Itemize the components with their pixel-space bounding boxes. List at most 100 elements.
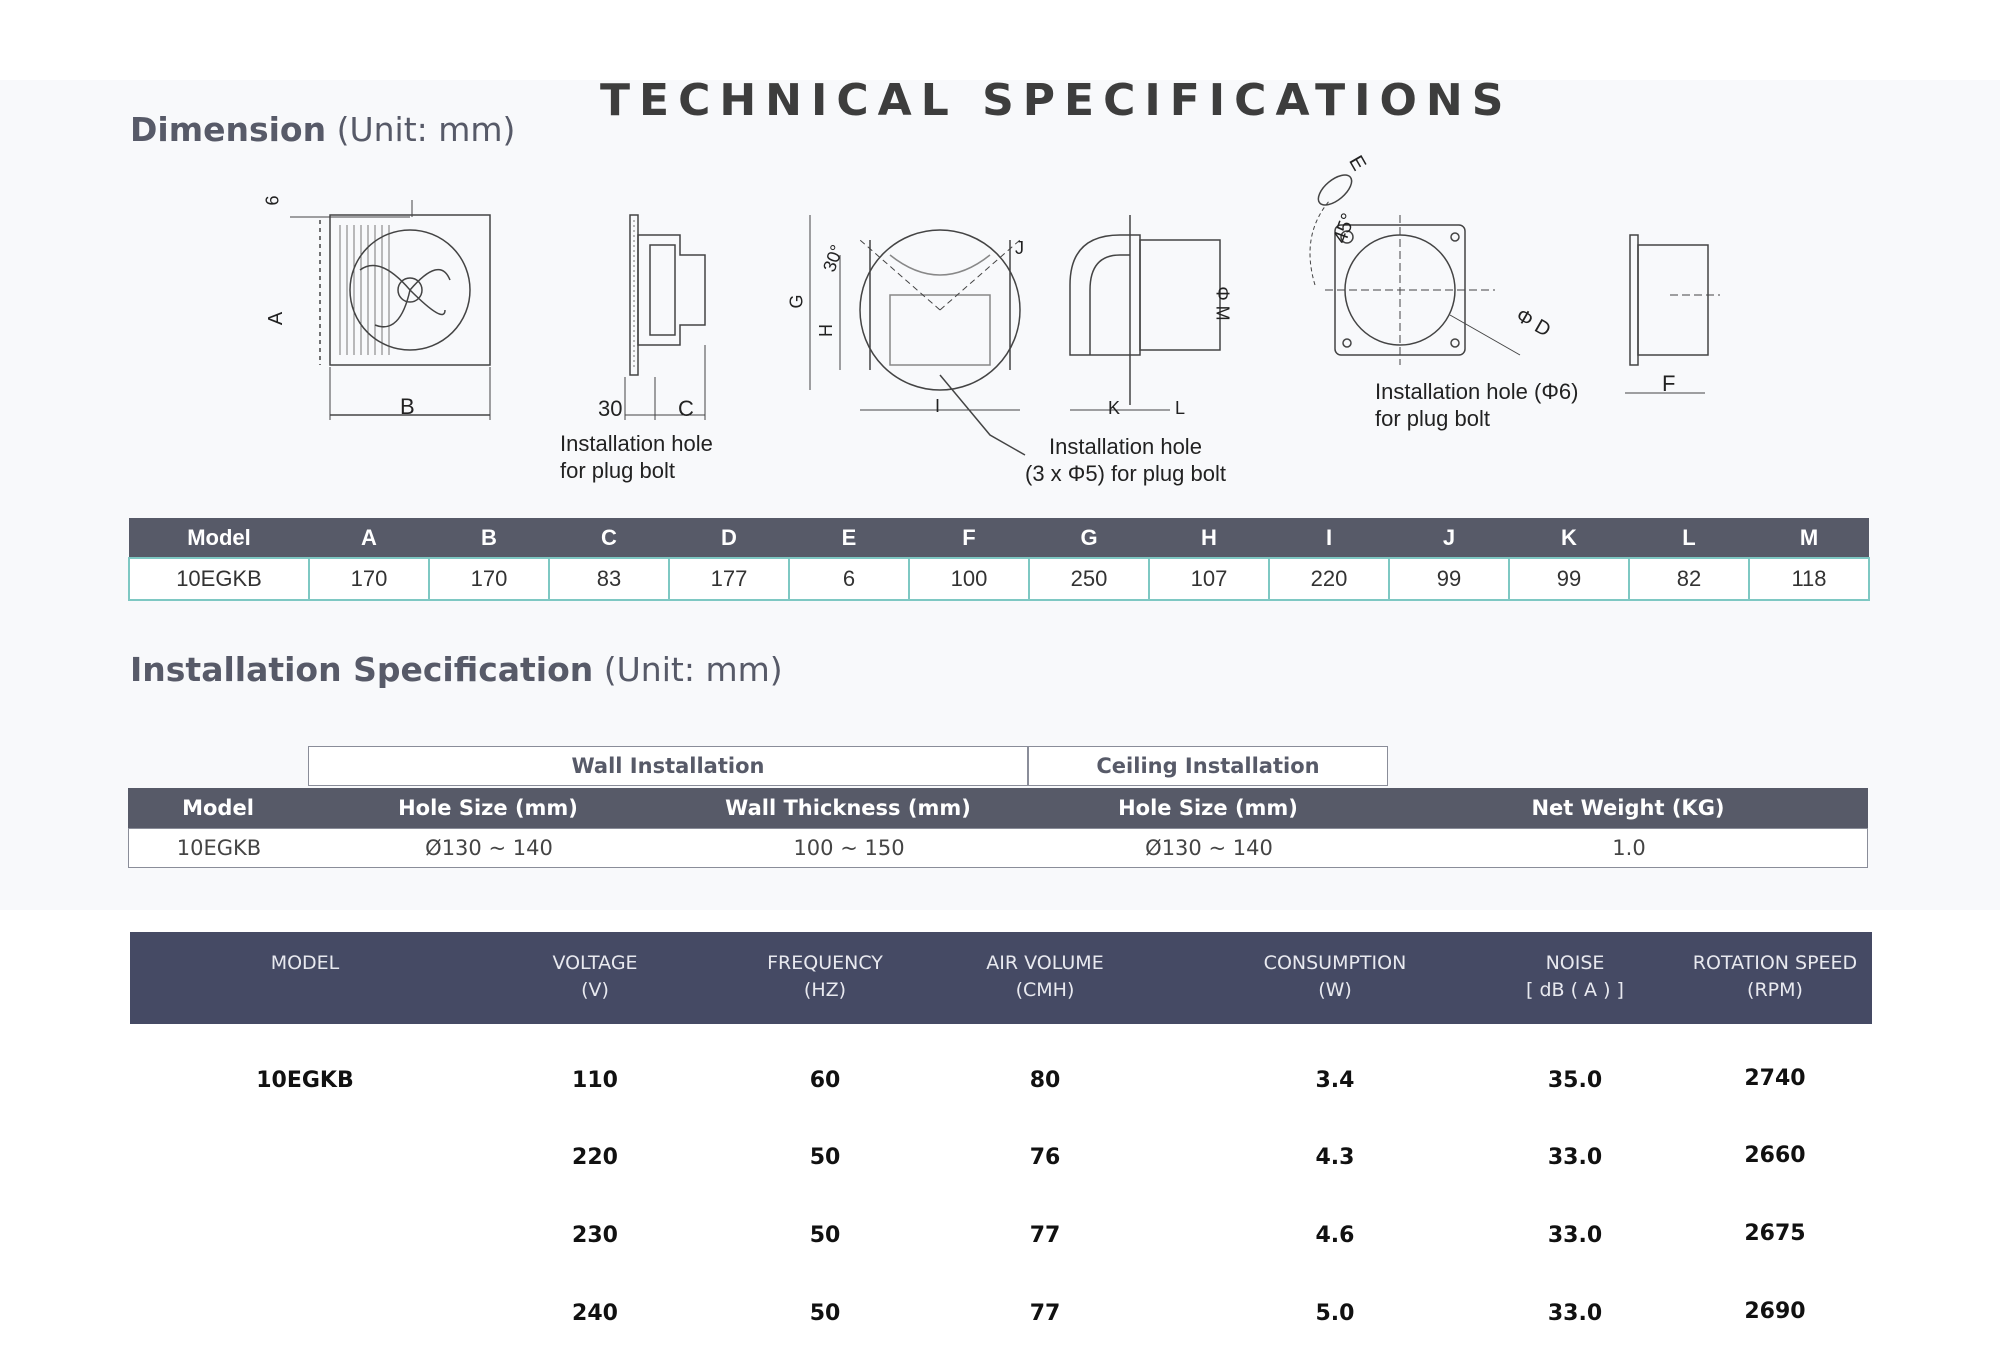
perf-header-consumption: CONSUMPTION (W) (1220, 950, 1450, 1004)
label-i: I (935, 396, 941, 416)
dim-cell-e: 6 (788, 557, 910, 601)
table-row: 10EGKB 170 170 83 177 6 100 250 107 220 … (128, 557, 1870, 601)
perf-cell-air-volume: 77 (1029, 1301, 1061, 1326)
perf-header-air-volume-unit: (CMH) (1015, 979, 1075, 1001)
perf-cell-voltage: 230 (572, 1223, 618, 1248)
label-a: A (265, 311, 288, 326)
perf-header-frequency-label: FREQUENCY (767, 952, 883, 974)
dim-cell-j: 99 (1388, 557, 1510, 601)
perf-cell-model: 10EGKB (256, 1068, 354, 1093)
back-view-drawing (1309, 174, 1521, 365)
dim-header-model: Model (129, 518, 309, 558)
perf-cell-voltage: 240 (572, 1301, 618, 1326)
caption-duct-hole-line2: (3 x Φ5) for plug bolt (1025, 461, 1226, 486)
dim-cell-b: 170 (428, 557, 550, 601)
installation-heading: Installation Specification (Unit: mm) (130, 650, 783, 689)
perf-header-rotation-label: ROTATION SPEED (1692, 952, 1858, 974)
side-view-drawing (624, 214, 706, 420)
dim-cell-l: 82 (1628, 557, 1750, 601)
perf-cell-voltage: 110 (572, 1068, 618, 1093)
dim-cell-a: 170 (308, 557, 430, 601)
dim-header-h: H (1149, 518, 1269, 558)
caption-duct-hole: Installation hole (3 x Φ5) for plug bolt (1025, 433, 1226, 487)
dimension-table-header: Model A B C D E F G H I J K L M (129, 518, 1869, 558)
duct-front-drawing (809, 215, 1026, 456)
inst-header-model: Model (182, 796, 254, 820)
label-l: L (1175, 398, 1186, 418)
inst-cell-wall-hole: Ø130 ~ 140 (425, 836, 553, 860)
dimension-drawing (290, 174, 1720, 456)
dim-header-l: L (1629, 518, 1749, 558)
dim-cell-f: 100 (908, 557, 1030, 601)
dim-cell-m: 118 (1748, 557, 1870, 601)
wall-installation-group: Wall Installation (308, 746, 1028, 786)
perf-cell-frequency: 50 (809, 1145, 841, 1170)
inst-header-ceiling-hole: Hole Size (mm) (1118, 796, 1298, 820)
label-six: 6 (262, 195, 283, 206)
label-k: K (1108, 398, 1121, 418)
dim-header-d: D (669, 518, 789, 558)
perf-header-frequency-unit: (HZ) (803, 979, 847, 1001)
side-profile-drawing (1625, 234, 1720, 394)
caption-side-hole: Installation hole for plug bolt (560, 430, 713, 484)
dim-header-c: C (549, 518, 669, 558)
inst-cell-weight: 1.0 (1612, 836, 1646, 860)
perf-cell-voltage: 220 (572, 1145, 618, 1170)
label-h: H (816, 324, 836, 337)
dim-cell-g: 250 (1028, 557, 1150, 601)
caption-side-hole-line2: for plug bolt (560, 458, 675, 483)
dim-header-f: F (909, 518, 1029, 558)
inst-header-wall-thickness: Wall Thickness (mm) (725, 796, 971, 820)
perf-cell-rotation: 2740 (1744, 1066, 1806, 1091)
label-thirty: 30 (598, 396, 623, 421)
table-row: 10EGKB Ø130 ~ 140 100 ~ 150 Ø130 ~ 140 1… (128, 828, 1868, 868)
perf-cell-frequency: 50 (809, 1301, 841, 1326)
dim-cell-h: 107 (1148, 557, 1270, 601)
perf-header-frequency: FREQUENCY (HZ) (730, 950, 920, 1004)
perf-cell-noise: 35.0 (1547, 1068, 1603, 1093)
perf-cell-noise: 33.0 (1547, 1223, 1603, 1248)
caption-back-hole-line1: Installation hole (Φ6) (1375, 379, 1579, 404)
installation-table-header: Model Hole Size (mm) Wall Thickness (mm)… (128, 788, 1868, 828)
dim-header-j: J (1389, 518, 1509, 558)
perf-header-voltage: VOLTAGE (V) (505, 950, 685, 1004)
perf-header-voltage-unit: (V) (581, 979, 609, 1001)
perf-header-consumption-unit: (W) (1318, 979, 1352, 1001)
perf-header-model-label: MODEL (270, 952, 340, 974)
inst-header-wall-hole: Hole Size (mm) (398, 796, 578, 820)
perf-header-noise-label: NOISE (1545, 952, 1605, 974)
label-j: J (1015, 238, 1024, 258)
perf-cell-rotation: 2690 (1744, 1299, 1806, 1324)
dim-header-b: B (429, 518, 549, 558)
perf-header-noise-unit: [ dB ( A ) ] (1526, 979, 1624, 1001)
installation-unit: (Unit: mm) (603, 650, 783, 689)
dimension-heading-text: Dimension (130, 110, 327, 149)
perf-cell-consumption: 4.3 (1315, 1145, 1355, 1170)
caption-back-hole-line2: for plug bolt (1375, 406, 1490, 431)
dim-header-m: M (1749, 518, 1869, 558)
dimension-table: Model A B C D E F G H I J K L M 10EGKB 1… (128, 518, 1870, 601)
perf-header-rotation-unit: (RPM) (1747, 979, 1803, 1001)
inst-cell-model: 10EGKB (176, 836, 262, 860)
dim-header-k: K (1509, 518, 1629, 558)
perf-header-rotation: ROTATION SPEED (RPM) (1680, 950, 1870, 1004)
perf-header-voltage-label: VOLTAGE (552, 952, 638, 974)
dim-header-e: E (789, 518, 909, 558)
label-f: F (1662, 371, 1676, 396)
label-m: Φ M (1212, 286, 1233, 321)
technical-drawings: A B 6 30 C G H 30° I J K L Φ M E 45° Φ D… (250, 145, 1730, 505)
perf-header-consumption-label: CONSUMPTION (1263, 952, 1407, 974)
inst-header-weight: Net Weight (KG) (1531, 796, 1725, 820)
perf-cell-consumption: 3.4 (1315, 1068, 1355, 1093)
inst-cell-ceiling-hole: Ø130 ~ 140 (1145, 836, 1273, 860)
dim-cell-k: 99 (1508, 557, 1630, 601)
caption-side-hole-line1: Installation hole (560, 431, 713, 456)
perf-cell-noise: 33.0 (1547, 1301, 1603, 1326)
label-c: C (678, 396, 694, 421)
front-view-drawing (290, 200, 491, 420)
perf-header-noise: NOISE [ dB ( A ) ] (1480, 950, 1670, 1004)
perf-cell-air-volume: 76 (1029, 1145, 1061, 1170)
dim-cell-i: 220 (1268, 557, 1390, 601)
perf-cell-rotation: 2675 (1744, 1221, 1806, 1246)
inst-cell-wall-thickness: 100 ~ 150 (793, 836, 905, 860)
